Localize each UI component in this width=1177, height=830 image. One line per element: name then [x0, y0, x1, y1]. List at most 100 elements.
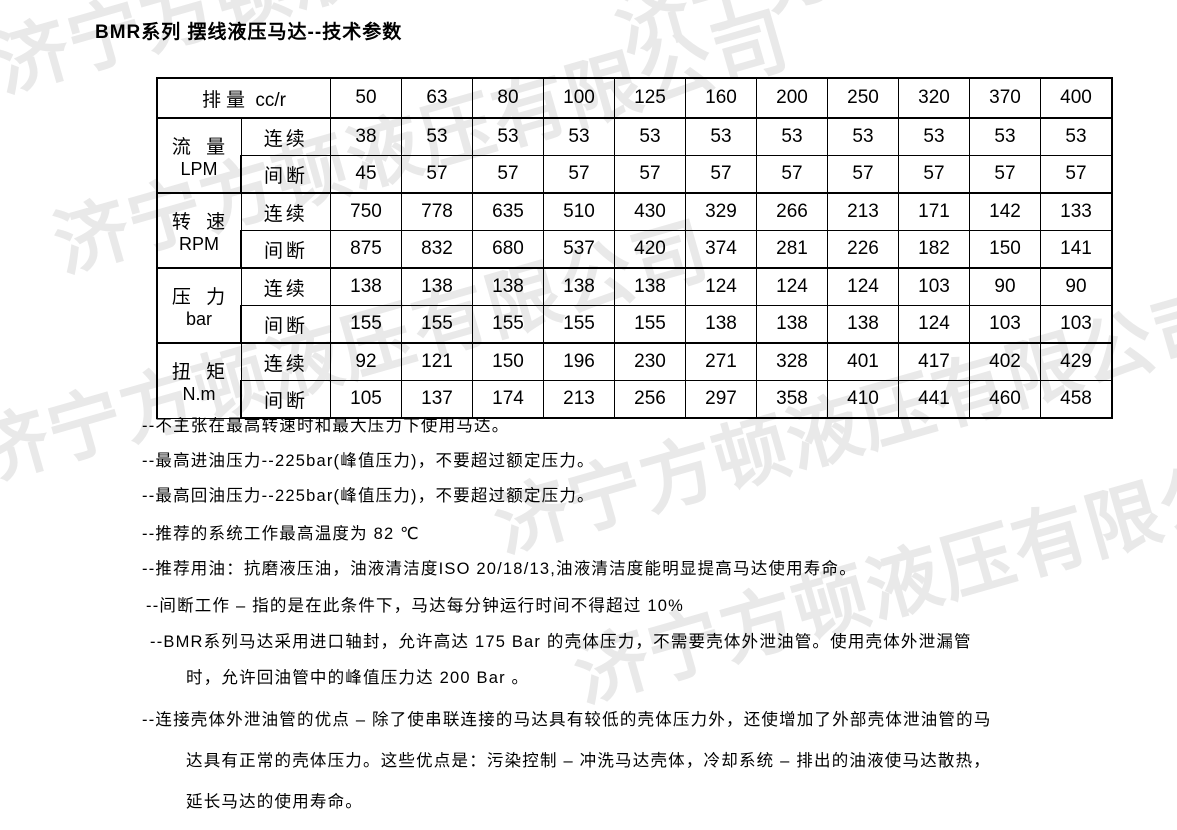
row-group-label: 转 速 RPM [156, 192, 242, 269]
table-row: 间断 105 137 174 213 256 297 358 410 441 460 458 [157, 380, 1113, 419]
table-cell-value: 171 [898, 192, 970, 231]
table-cell-value: 53 [827, 117, 899, 156]
table-cell-value: 358 [756, 380, 828, 419]
column-header-displacement: 100 [543, 77, 615, 119]
table-cell-value: 142 [969, 192, 1041, 231]
table-cell-value: 57 [756, 155, 828, 194]
row-mode-label: 连续 [240, 267, 331, 306]
table-cell-value: 155 [543, 305, 615, 344]
table-cell-value: 460 [969, 380, 1041, 419]
row-group-label-cn: 流 量 [171, 136, 231, 158]
column-header-displacement: 400 [1040, 77, 1113, 119]
table-cell-value: 150 [472, 342, 544, 381]
table-cell-value: 138 [756, 305, 828, 344]
row-mode-label: 连续 [240, 342, 331, 381]
table-cell-value: 137 [401, 380, 473, 419]
table-cell-value: 329 [685, 192, 757, 231]
row-mode-label: 间断 [240, 155, 331, 194]
table-cell-value: 53 [1040, 117, 1113, 156]
table-cell-value: 90 [969, 267, 1041, 306]
table-cell-value: 103 [969, 305, 1041, 344]
table-cell-value: 213 [827, 192, 899, 231]
table-cell-value: 537 [543, 230, 615, 269]
table-cell-value: 57 [1040, 155, 1113, 194]
table-cell-value: 429 [1040, 342, 1113, 381]
table-cell-value: 150 [969, 230, 1041, 269]
row-group-label-unit: N.m [182, 383, 216, 404]
table-cell-value: 328 [756, 342, 828, 381]
table-cell-value: 778 [401, 192, 473, 231]
row-group-label: 流 量 LPM [156, 117, 242, 194]
table-cell-value: 155 [614, 305, 686, 344]
table-cell-value: 53 [756, 117, 828, 156]
table-cell-value: 680 [472, 230, 544, 269]
table-cell-value: 196 [543, 342, 615, 381]
row-group-label-unit: bar [185, 308, 212, 329]
table-row: 间断 875 832 680 537 420 374 281 226 182 150 141 [157, 230, 1113, 269]
table-cell-value: 750 [330, 192, 402, 231]
table-cell-value: 90 [1040, 267, 1113, 306]
table-cell-value: 430 [614, 192, 686, 231]
table-cell-value: 57 [898, 155, 970, 194]
row-mode-label: 连续 [240, 117, 331, 156]
row-group-label-unit: LPM [180, 158, 218, 179]
table-cell-value: 133 [1040, 192, 1113, 231]
table-cell-value: 256 [614, 380, 686, 419]
header-label-unit: cc/r [250, 89, 286, 111]
table-cell-value: 458 [1040, 380, 1113, 419]
table-row: 间断 155 155 155 155 155 138 138 138 124 103 103 [157, 305, 1113, 344]
table-cell-value: 121 [401, 342, 473, 381]
column-header-displacement: 125 [614, 77, 686, 119]
table-cell-value: 510 [543, 192, 615, 231]
table-row: 间断 45 57 57 57 57 57 57 57 57 57 57 [157, 155, 1113, 194]
table-cell-value: 57 [614, 155, 686, 194]
table-cell-value: 441 [898, 380, 970, 419]
header-label-cn: 排量 [202, 89, 251, 111]
row-mode-label: 间断 [240, 305, 331, 344]
table-cell-value: 53 [472, 117, 544, 156]
spec-table-container: 排量 cc/r 50 63 80 100 125 160 200 250 320 370 400 流 量… [156, 77, 1113, 419]
table-cell-value: 420 [614, 230, 686, 269]
table-cell-value: 103 [898, 267, 970, 306]
note-line: --推荐用油：抗磨液压油，油液清洁度ISO 20/18/13,油液清洁度能明显提… [142, 560, 857, 578]
column-header-displacement: 160 [685, 77, 757, 119]
column-header-displacement: 370 [969, 77, 1041, 119]
table-cell-value: 141 [1040, 230, 1113, 269]
row-group-label: 扭 矩 N.m [156, 342, 242, 419]
table-cell-value: 53 [401, 117, 473, 156]
note-line: --不主张在最高转速时和最大压力下使用马达。 [142, 417, 510, 435]
table-cell-value: 832 [401, 230, 473, 269]
table-cell-value: 53 [898, 117, 970, 156]
table-cell-value: 410 [827, 380, 899, 419]
row-group-label-unit: RPM [179, 233, 219, 254]
table-cell-value: 124 [685, 267, 757, 306]
table-cell-value: 374 [685, 230, 757, 269]
table-header-displacement: 排量 cc/r [156, 77, 331, 119]
note-line: 延长马达的使用寿命。 [186, 793, 363, 811]
table-cell-value: 174 [472, 380, 544, 419]
table-cell-value: 402 [969, 342, 1041, 381]
table-cell-value: 92 [330, 342, 402, 381]
table-cell-value: 138 [472, 267, 544, 306]
table-row: 扭 矩 N.m 连续 92 121 150 196 230 271 328 401 417 402 429 [156, 342, 1113, 419]
table-row: 流 量 LPM 连续 38 53 53 53 53 53 53 53 53 53 53 [156, 117, 1113, 194]
table-cell-value: 138 [543, 267, 615, 306]
note-line: --最高回油压力--225bar(峰值压力)，不要超过额定压力。 [142, 487, 595, 505]
table-cell-value: 138 [401, 267, 473, 306]
table-cell-value: 57 [827, 155, 899, 194]
table-cell-value: 230 [614, 342, 686, 381]
table-cell-value: 45 [330, 155, 402, 194]
note-line: 时，允许回油管中的峰值压力达 200 Bar 。 [186, 669, 530, 687]
table-cell-value: 138 [614, 267, 686, 306]
table-cell-value: 57 [401, 155, 473, 194]
table-cell-value: 155 [330, 305, 402, 344]
table-cell-value: 401 [827, 342, 899, 381]
note-line: --连接壳体外泄油管的优点 – 除了使串联连接的马达具有较低的壳体压力外，还使增… [142, 711, 992, 729]
table-cell-value: 155 [401, 305, 473, 344]
table-row: 压 力 bar 连续 138 138 138 138 138 124 124 124 103 90 90 [156, 267, 1113, 344]
table-cell-value: 53 [614, 117, 686, 156]
column-header-displacement: 320 [898, 77, 970, 119]
table-cell-value: 57 [543, 155, 615, 194]
table-cell-value: 281 [756, 230, 828, 269]
